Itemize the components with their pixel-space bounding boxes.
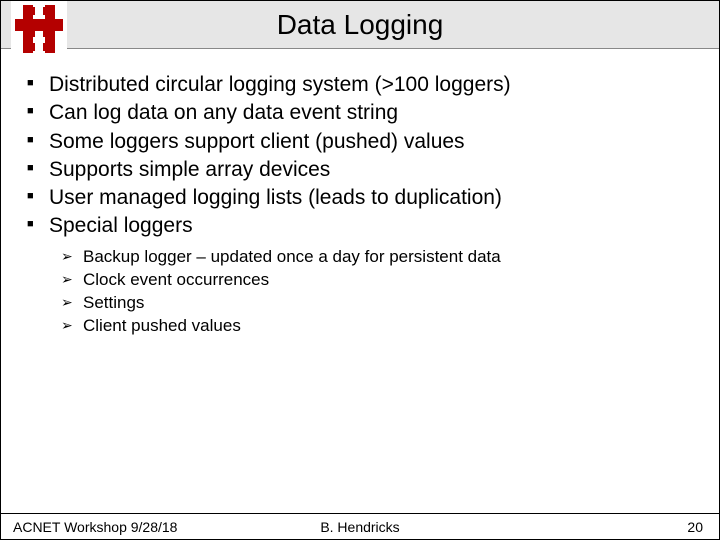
sub-bullet-item: Client pushed values xyxy=(61,315,699,337)
bullet-item: Can log data on any data event string xyxy=(27,99,699,126)
bullet-item: Some loggers support client (pushed) val… xyxy=(27,128,699,155)
sub-bullet-item: Settings xyxy=(61,292,699,314)
sub-bullet-item: Backup logger – updated once a day for p… xyxy=(61,246,699,268)
bullet-item: Special loggers xyxy=(27,212,699,239)
slide-title: Data Logging xyxy=(277,9,444,41)
footer-page-number: 20 xyxy=(687,519,703,535)
slide-content: Distributed circular logging system (>10… xyxy=(27,71,699,338)
bullet-item: Supports simple array devices xyxy=(27,156,699,183)
sub-bullets: Backup logger – updated once a day for p… xyxy=(61,246,699,337)
title-band: Data Logging xyxy=(1,1,719,49)
fermilab-logo xyxy=(11,1,67,57)
bullet-item: Distributed circular logging system (>10… xyxy=(27,71,699,98)
slide-footer: ACNET Workshop 9/28/18 B. Hendricks 20 xyxy=(1,513,719,539)
main-bullets: Distributed circular logging system (>10… xyxy=(27,71,699,240)
sub-bullet-item: Clock event occurrences xyxy=(61,269,699,291)
footer-left: ACNET Workshop 9/28/18 xyxy=(13,519,177,535)
bullet-item: User managed logging lists (leads to dup… xyxy=(27,184,699,211)
